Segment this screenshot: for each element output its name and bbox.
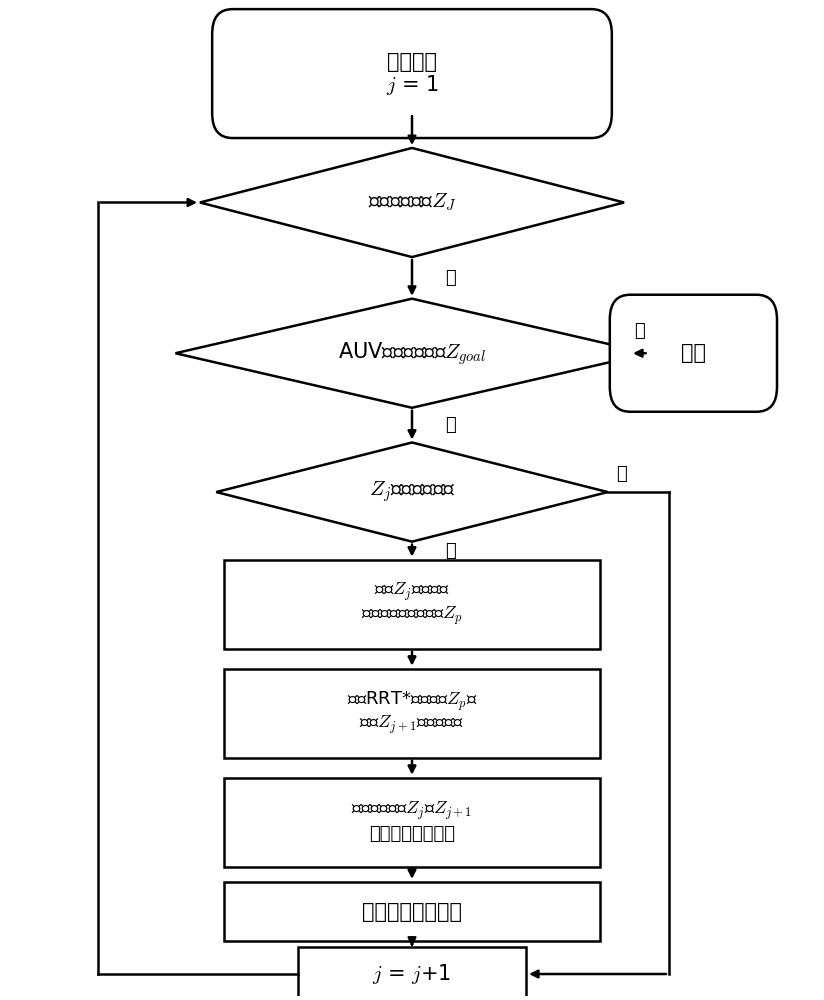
FancyBboxPatch shape	[212, 9, 612, 138]
Bar	[224, 778, 600, 867]
Bar	[224, 669, 600, 758]
Text: 任务开始: 任务开始	[387, 52, 437, 72]
Text: $j$ = $j$+1: $j$ = $j$+1	[372, 962, 452, 986]
Text: 之间嵌入全局路径: 之间嵌入全局路径	[369, 825, 455, 843]
Text: 将局部路径从$Z_j$和$Z_{j+1}$: 将局部路径从$Z_j$和$Z_{j+1}$	[351, 799, 473, 822]
Text: $j$ = 1: $j$ = 1	[386, 73, 438, 97]
Text: 利用RRT*算法找到$Z_p$和: 利用RRT*算法找到$Z_p$和	[347, 690, 477, 713]
Text: 节点$Z_{j+1}$的局部路径: 节点$Z_{j+1}$的局部路径	[359, 714, 465, 736]
Text: 结束: 结束	[681, 343, 706, 363]
Text: 是: 是	[445, 542, 456, 560]
Text: 优化新的全局路径: 优化新的全局路径	[362, 902, 462, 922]
Bar	[297, 947, 527, 1000]
Polygon shape	[200, 148, 624, 257]
Text: 找到$Z_j$附近具有: 找到$Z_j$附近具有	[374, 581, 450, 603]
Text: AUV是否到达终点$Z_{goal}$: AUV是否到达终点$Z_{goal}$	[338, 340, 486, 367]
Bar	[224, 882, 600, 941]
FancyBboxPatch shape	[610, 295, 777, 412]
Text: 是: 是	[445, 269, 456, 287]
Text: 否: 否	[445, 416, 456, 434]
Text: 是: 是	[634, 322, 644, 340]
Text: 是否到达节点$Z_J$: 是否到达节点$Z_J$	[368, 192, 456, 213]
Text: 否: 否	[616, 465, 627, 483]
Text: 最佳导航能力的节点$Z_p$: 最佳导航能力的节点$Z_p$	[361, 605, 463, 627]
Bar	[224, 560, 600, 649]
Polygon shape	[176, 299, 648, 408]
Polygon shape	[216, 442, 608, 542]
Text: $Z_j$地形是否改变: $Z_j$地形是否改变	[368, 480, 456, 504]
